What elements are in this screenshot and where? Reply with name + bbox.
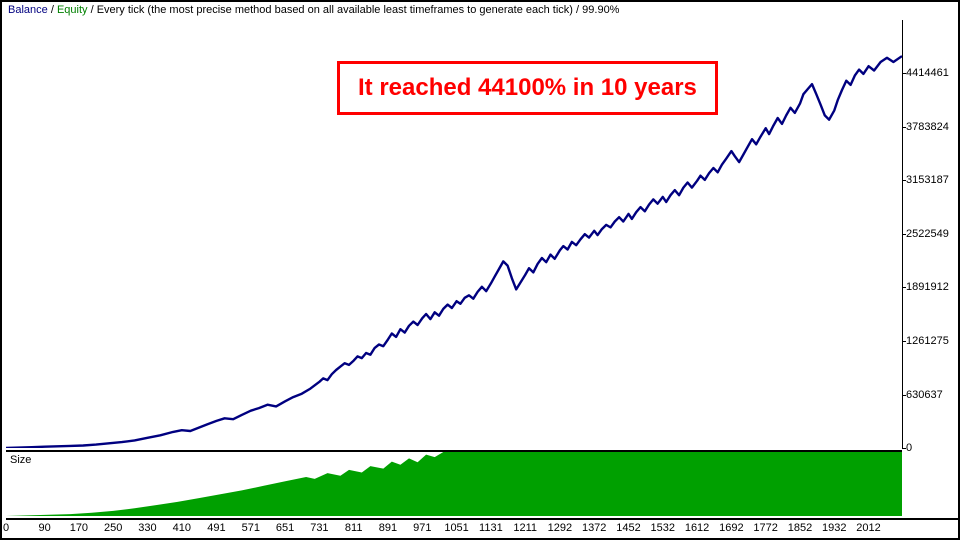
x-tick-label: 1292 (548, 522, 572, 534)
size-area-chart (6, 452, 902, 516)
x-tick-label: 1692 (719, 522, 743, 534)
separator-2: / (88, 4, 97, 16)
y-tick-label: 3783824 (906, 121, 958, 133)
x-tick-label: 1612 (685, 522, 709, 534)
chart-container: Balance / Equity / Every tick (the most … (0, 0, 960, 540)
y-axis: 0630637126127518919122522549315318737838… (906, 20, 958, 448)
x-tick-label: 1852 (788, 522, 812, 534)
x-tick-label: 651 (276, 522, 294, 534)
x-tick-label: 491 (207, 522, 225, 534)
x-tick-label: 1932 (822, 522, 846, 534)
x-tick-label: 1131 (479, 522, 503, 534)
y-tick-label: 1261275 (906, 335, 958, 347)
separator-1: / (48, 4, 57, 16)
x-tick-label: 330 (138, 522, 156, 534)
x-tick-label: 90 (38, 522, 50, 534)
x-tick-label: 1452 (616, 522, 640, 534)
x-tick-label: 971 (413, 522, 431, 534)
chart-header: Balance / Equity / Every tick (the most … (8, 4, 619, 16)
method-text: Every tick (the most precise method base… (97, 4, 573, 16)
y-tick-label: 1891912 (906, 281, 958, 293)
x-tick-label: 571 (242, 522, 260, 534)
y-tick-label: 3153187 (906, 174, 958, 186)
x-tick-label: 731 (310, 522, 328, 534)
equity-label: Equity (57, 4, 88, 16)
size-label: Size (10, 454, 31, 466)
x-tick-label: 170 (70, 522, 88, 534)
x-tick-label: 891 (379, 522, 397, 534)
annotation-callout: It reached 44100% in 10 years (337, 61, 718, 115)
y-tick-label: 4414461 (906, 67, 958, 79)
x-tick-label: 2012 (856, 522, 880, 534)
x-tick-label: 1051 (444, 522, 468, 534)
x-tick-label: 250 (104, 522, 122, 534)
y-tick-label: 2522549 (906, 228, 958, 240)
x-tick-label: 410 (173, 522, 191, 534)
x-tick-label: 1372 (582, 522, 606, 534)
x-tick-label: 0 (3, 522, 9, 534)
quality-text: 99.90% (582, 4, 619, 16)
y-tick-label: 630637 (906, 389, 958, 401)
y-tick-label: 0 (906, 442, 958, 454)
x-tick-label: 1772 (753, 522, 777, 534)
x-tick-label: 811 (345, 522, 363, 534)
balance-label: Balance (8, 4, 48, 16)
x-axis: 0 90 170 250 330 410 491 571 651 731 811 891 971 1051… (6, 518, 958, 540)
annotation-text: It reached 44100% in 10 years (358, 74, 697, 101)
x-tick-label: 1532 (651, 522, 675, 534)
separator-3: / (573, 4, 582, 16)
size-chart-panel: Size (6, 450, 902, 516)
x-tick-label: 1211 (513, 522, 537, 534)
